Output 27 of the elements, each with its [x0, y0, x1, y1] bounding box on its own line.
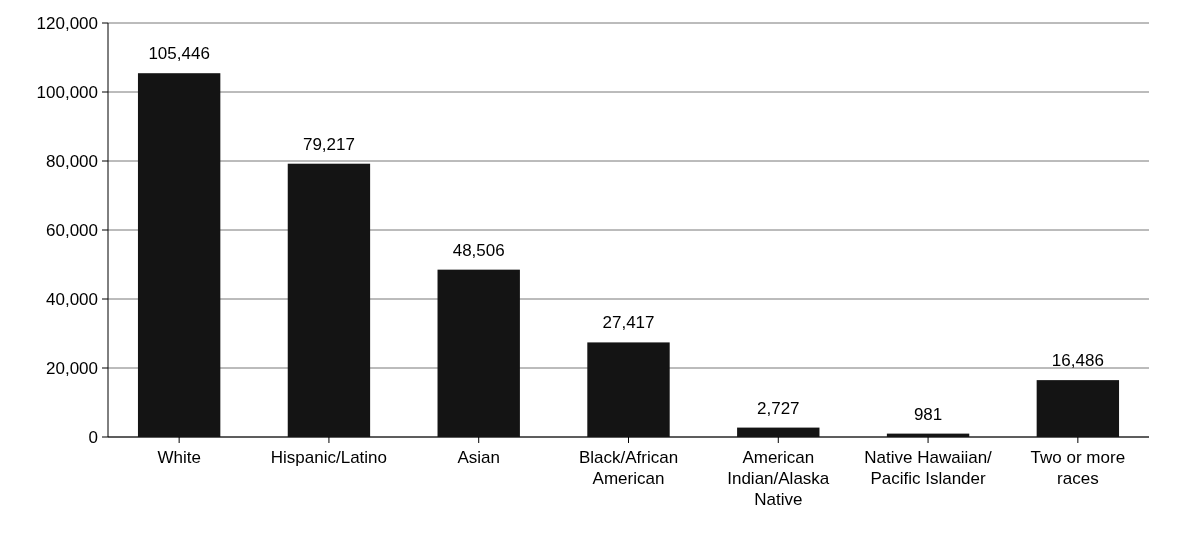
- y-tick-label: 80,000: [46, 151, 98, 171]
- x-tick-label: Asian: [457, 448, 500, 467]
- data-label: 48,506: [452, 240, 505, 260]
- data-label: 981: [913, 404, 943, 424]
- bar: [737, 427, 820, 437]
- bar: [587, 342, 670, 437]
- y-tick-label: 40,000: [46, 289, 98, 309]
- x-tick-label: American Indian/Alaska Native: [727, 448, 830, 509]
- x-tick-label: Hispanic/Latino: [270, 448, 388, 467]
- y-tick-label: 120,000: [36, 13, 98, 33]
- bar: [437, 269, 520, 437]
- bar: [1036, 380, 1120, 437]
- y-tick-label: 20,000: [46, 358, 98, 378]
- data-label: 79,217: [302, 134, 355, 154]
- x-tick-label: Black/African American: [578, 448, 679, 488]
- x-tick-label: Native Hawaiian/ Pacific Islander: [864, 448, 993, 488]
- data-label: 105,446: [148, 44, 210, 64]
- data-label: 16,486: [1051, 351, 1104, 371]
- bar: [287, 163, 371, 437]
- bar: [137, 73, 221, 437]
- x-tick-label: Two or more races: [1030, 448, 1126, 488]
- x-tick-label: White: [157, 448, 201, 467]
- y-tick-label: 100,000: [36, 82, 98, 102]
- data-label: 2,727: [757, 398, 800, 418]
- y-tick-label: 0: [88, 427, 98, 447]
- y-tick-label: 60,000: [46, 220, 98, 240]
- data-label: 27,417: [602, 313, 655, 333]
